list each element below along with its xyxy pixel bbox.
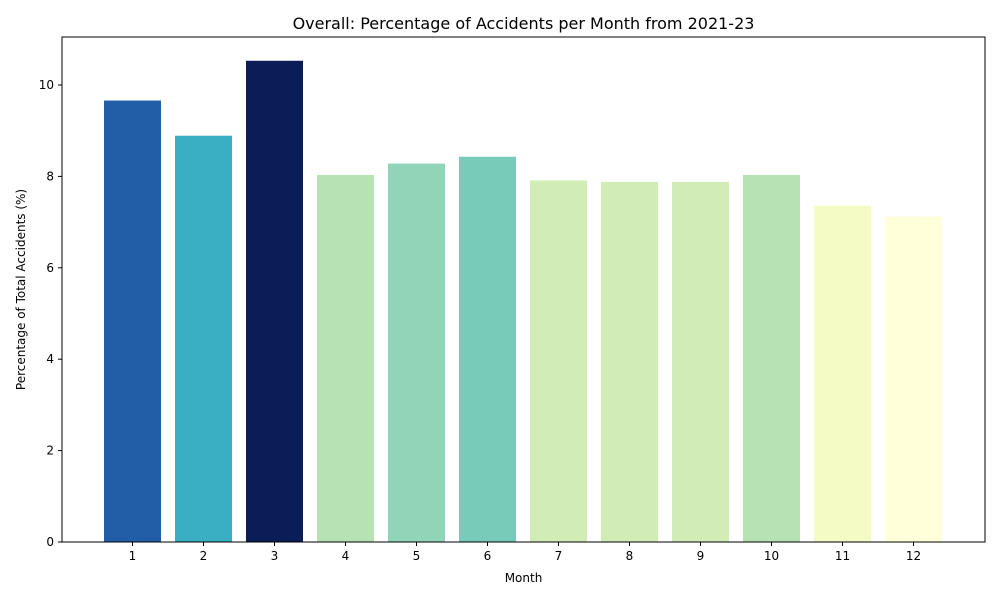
- y-tick-label: 6: [46, 261, 54, 275]
- bar-month-10: [743, 175, 800, 542]
- y-tick-label: 0: [46, 535, 54, 549]
- x-tick-label: 6: [484, 549, 492, 563]
- bar-month-11: [814, 205, 871, 543]
- bars-group: [104, 60, 942, 543]
- x-tick-label: 1: [129, 549, 137, 563]
- y-tick-label: 2: [46, 444, 54, 458]
- x-tick-label: 3: [271, 549, 279, 563]
- x-tick-label: 5: [413, 549, 421, 563]
- chart-title: Overall: Percentage of Accidents per Mon…: [293, 14, 755, 33]
- x-tick-label: 9: [697, 549, 705, 563]
- bar-month-8: [601, 181, 658, 543]
- x-axis-ticks: 1 2 3 4 5 6 7 8 9 10 11 12: [129, 542, 921, 563]
- x-tick-label: 4: [342, 549, 350, 563]
- bar-month-12: [885, 216, 942, 543]
- bar-month-1: [104, 100, 161, 542]
- bar-month-7: [530, 180, 587, 542]
- x-tick-label: 2: [200, 549, 208, 563]
- y-tick-label: 4: [46, 352, 54, 366]
- bar-month-2: [175, 135, 232, 542]
- y-tick-label: 10: [39, 78, 54, 92]
- plot-frame: [61, 36, 986, 543]
- x-tick-label: 8: [626, 549, 634, 563]
- bar-month-6: [459, 156, 516, 543]
- bar-month-9: [672, 181, 729, 543]
- y-axis-ticks: 0 2 4 6 8 10: [39, 78, 62, 549]
- bar-month-5: [388, 163, 445, 542]
- x-tick-label: 7: [555, 549, 563, 563]
- x-tick-label: 12: [906, 549, 921, 563]
- y-tick-label: 8: [46, 169, 54, 183]
- x-tick-label: 11: [835, 549, 850, 563]
- bar-month-4: [317, 175, 374, 542]
- bar-month-3: [246, 60, 303, 542]
- y-axis-label: Percentage of Total Accidents (%): [14, 189, 28, 390]
- x-tick-label: 10: [764, 549, 779, 563]
- x-axis-label: Month: [505, 571, 543, 585]
